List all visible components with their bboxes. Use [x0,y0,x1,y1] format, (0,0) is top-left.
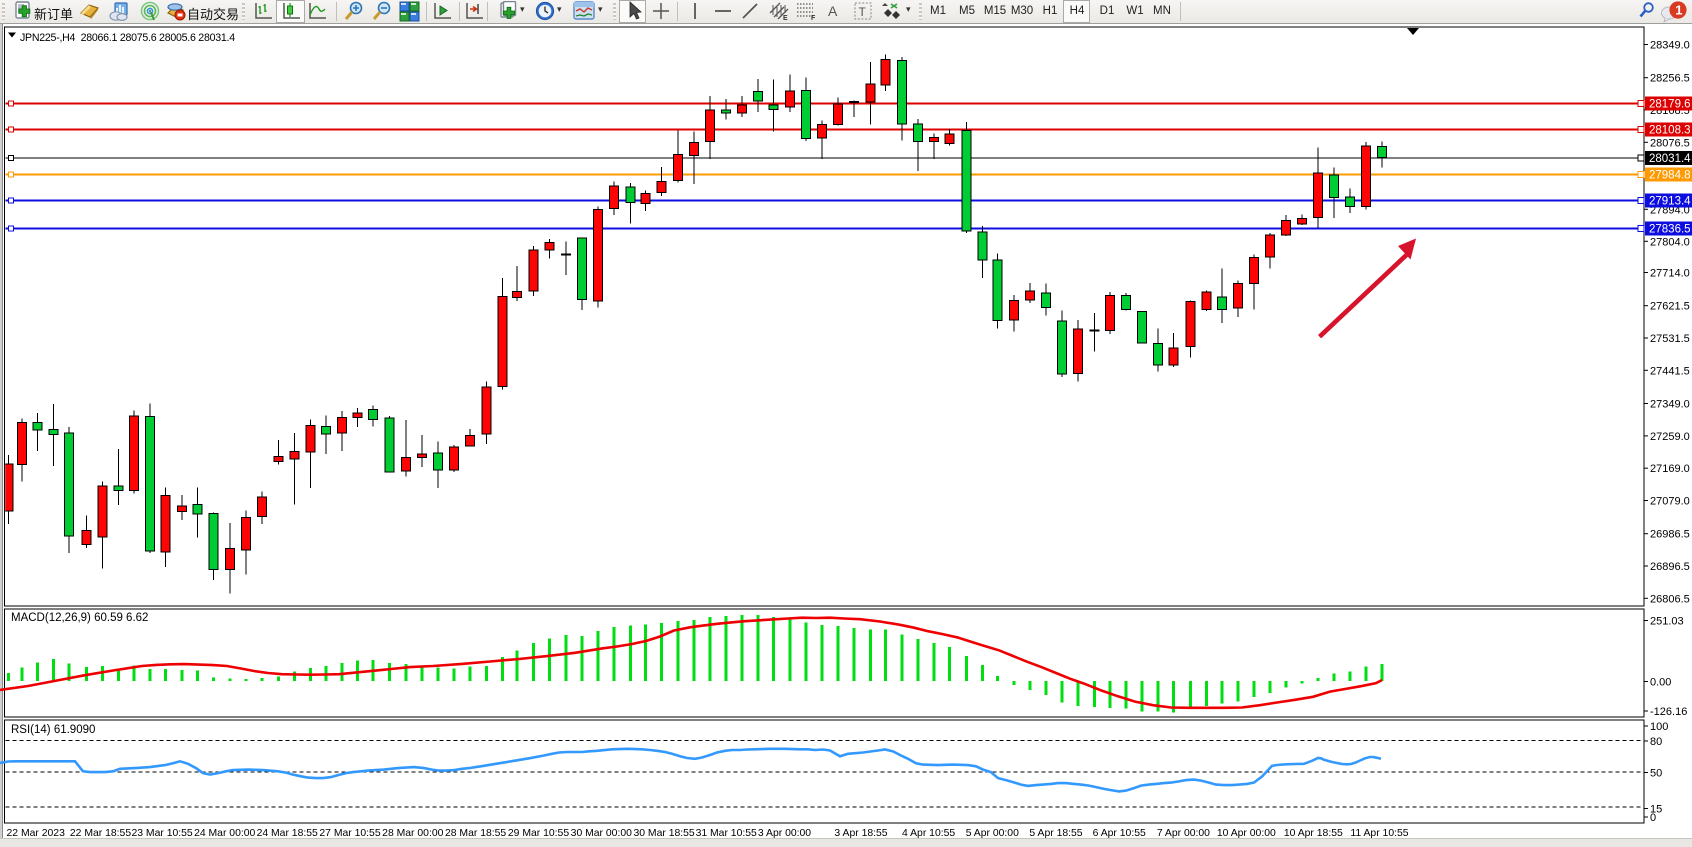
svg-text:3 Apr 18:55: 3 Apr 18:55 [834,828,887,839]
svg-text:22 Mar 18:55: 22 Mar 18:55 [70,828,131,839]
svg-text:27984.8: 27984.8 [1649,170,1691,182]
svg-text:27169.0: 27169.0 [1650,463,1690,475]
svg-text:28 Mar 00:00: 28 Mar 00:00 [382,828,443,839]
svg-text:28349.0: 28349.0 [1650,40,1690,52]
svg-text:5 Apr 00:00: 5 Apr 00:00 [966,828,1019,839]
svg-text:7 Apr 00:00: 7 Apr 00:00 [1157,828,1210,839]
svg-text:22 Mar 2023: 22 Mar 2023 [7,828,66,839]
svg-text:T: T [859,5,867,19]
svg-text:27 Mar 10:55: 27 Mar 10:55 [319,828,380,839]
svg-text:27531.5: 27531.5 [1650,333,1690,345]
svg-text:80: 80 [1650,736,1662,748]
svg-text:28 Mar 18:55: 28 Mar 18:55 [445,828,506,839]
svg-text:10 Apr 18:55: 10 Apr 18:55 [1284,828,1343,839]
svg-text:4 Apr 10:55: 4 Apr 10:55 [902,828,955,839]
svg-text:30 Mar 00:00: 30 Mar 00:00 [571,828,632,839]
svg-text:50: 50 [1650,768,1662,780]
svg-text:27836.5: 27836.5 [1649,224,1691,236]
svg-text:28179.6: 28179.6 [1649,99,1691,111]
svg-text:F: F [811,15,816,21]
svg-text:24 Mar 00:00: 24 Mar 00:00 [194,828,255,839]
svg-text:23 Mar 10:55: 23 Mar 10:55 [131,828,192,839]
svg-text:27913.4: 27913.4 [1649,196,1691,208]
svg-text:27621.5: 27621.5 [1650,301,1690,313]
svg-text:3 Apr 00:00: 3 Apr 00:00 [758,828,811,839]
svg-text:26896.5: 26896.5 [1650,561,1690,573]
svg-text:100: 100 [1650,721,1668,733]
svg-text:27441.5: 27441.5 [1650,365,1690,377]
svg-text:27804.0: 27804.0 [1650,236,1690,248]
svg-text:10 Apr 00:00: 10 Apr 00:00 [1217,828,1276,839]
svg-text:JPN225-,H4 28066.1 28075.6 28: JPN225-,H4 28066.1 28075.6 28005.6 28031… [20,32,235,44]
svg-text:MACD(12,26,9) 60.59 6.62: MACD(12,26,9) 60.59 6.62 [11,612,148,624]
svg-text:30 Mar 18:55: 30 Mar 18:55 [633,828,694,839]
svg-text:251.03: 251.03 [1650,616,1684,628]
svg-text:6 Apr 10:55: 6 Apr 10:55 [1093,828,1146,839]
svg-text:28256.5: 28256.5 [1650,73,1690,85]
svg-text:5 Apr 18:55: 5 Apr 18:55 [1029,828,1082,839]
svg-text:24 Mar 18:55: 24 Mar 18:55 [257,828,318,839]
svg-text:27079.0: 27079.0 [1650,496,1690,508]
svg-text:31 Mar 10:55: 31 Mar 10:55 [696,828,757,839]
svg-text:11 Apr 10:55: 11 Apr 10:55 [1350,828,1408,839]
svg-text:29 Mar 10:55: 29 Mar 10:55 [508,828,569,839]
svg-text:27349.0: 27349.0 [1650,399,1690,411]
svg-text:-126.16: -126.16 [1650,706,1687,718]
svg-text:E: E [783,15,788,21]
svg-text:1: 1 [1675,3,1682,18]
svg-text:26986.5: 26986.5 [1650,529,1690,541]
svg-text:0: 0 [1650,812,1656,824]
svg-text:RSI(14) 61.9090: RSI(14) 61.9090 [11,724,95,736]
svg-text:28076.5: 28076.5 [1650,137,1690,149]
svg-text:27259.0: 27259.0 [1650,431,1690,443]
svg-text:15: 15 [1650,804,1662,816]
svg-text:27714.0: 27714.0 [1650,268,1690,280]
svg-text:0.00: 0.00 [1650,677,1671,689]
svg-text:28108.3: 28108.3 [1649,125,1691,137]
svg-text:28031.4: 28031.4 [1649,153,1691,165]
svg-text:26806.5: 26806.5 [1650,593,1690,605]
